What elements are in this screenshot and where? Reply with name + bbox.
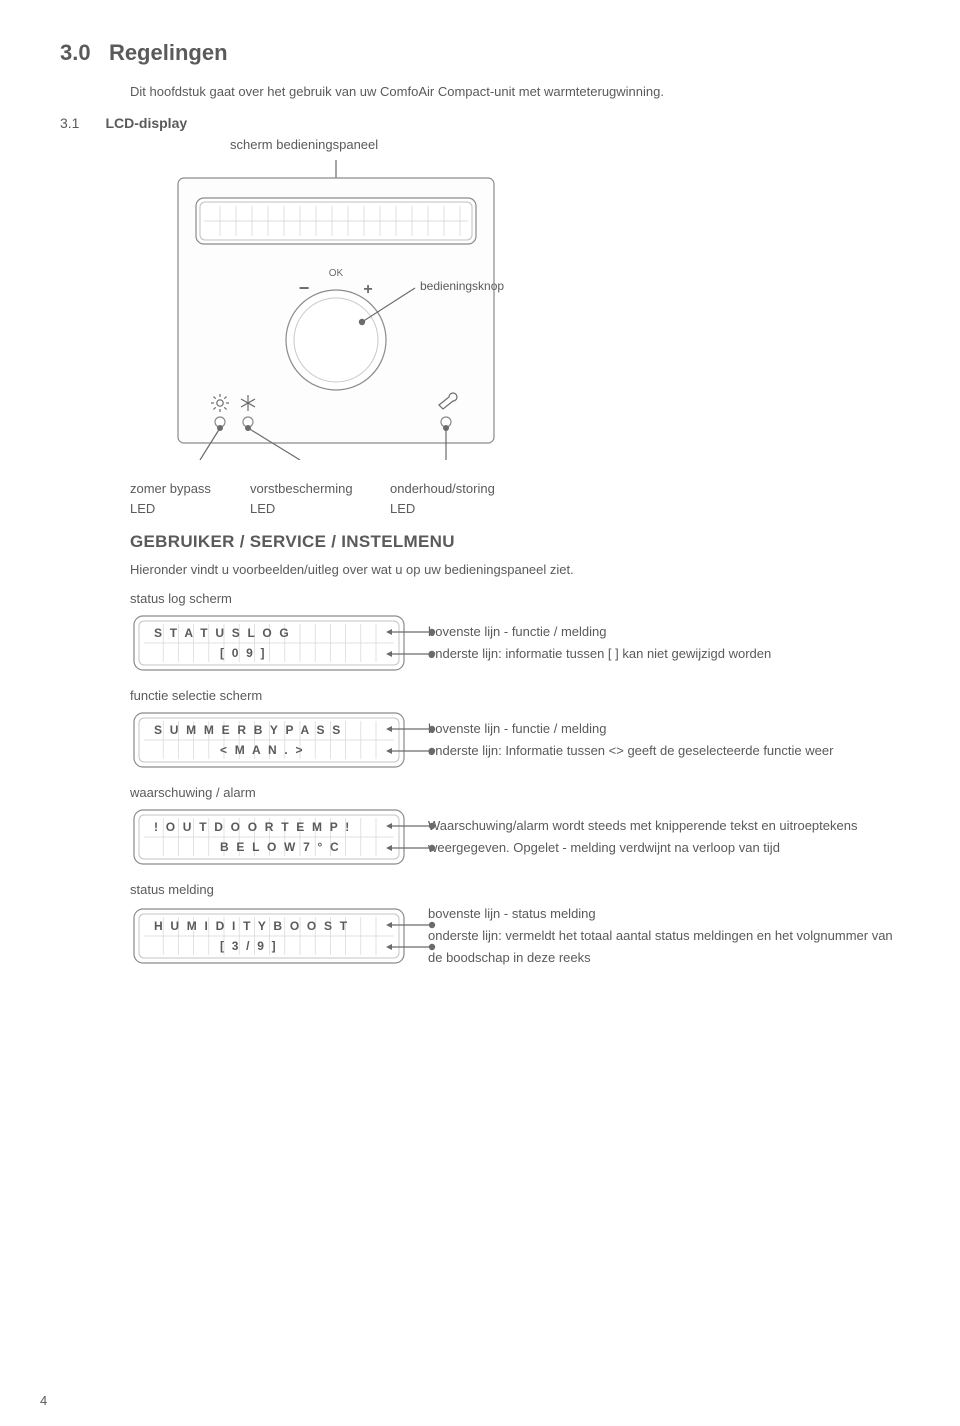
ok-label: OK: [329, 268, 344, 279]
screen-desc: bovenste lijn - status meldingonderste l…: [428, 903, 900, 969]
screen-desc: bovenste lijn - functie / meldingonderst…: [428, 718, 833, 762]
minus-icon: −: [299, 278, 310, 298]
svg-text:[ 0 9 ]: [ 0 9 ]: [220, 646, 267, 660]
screen-row: S U M M E R B Y P A S S < M A N . > bove…: [130, 709, 900, 771]
subheading-num: 3.1: [60, 115, 79, 131]
knob-icon: [286, 290, 386, 390]
screen-label: waarschuwing / alarm: [130, 785, 900, 800]
subheading-caption: scherm bedieningspaneel: [230, 137, 900, 152]
section-title: GEBRUIKER / SERVICE / INSTELMENU: [130, 532, 900, 552]
control-panel-diagram: OK − + bedieningsknop: [130, 160, 900, 465]
svg-text:B E L O W 7 ° C: B E L O W 7 ° C: [220, 840, 341, 854]
lcd-screen: H U M I D I T Y B O O S T [ 3 / 9 ]: [130, 905, 410, 967]
heading-num: 3.0: [60, 40, 91, 65]
heading-title: Regelingen: [109, 40, 228, 65]
screen-row: S T A T U S L O G [ 0 9 ] bovenste lijn …: [130, 612, 900, 674]
screen-row: H U M I D I T Y B O O S T [ 3 / 9 ] bove…: [130, 903, 900, 969]
svg-text:[ 3 / 9 ]: [ 3 / 9 ]: [220, 939, 278, 953]
screen-desc-line1: bovenste lijn - functie / melding: [428, 718, 833, 740]
page-heading: 3.0 Regelingen: [60, 40, 900, 66]
screen-desc-line2: onderste lijn: informatie tussen [ ] kan…: [428, 643, 771, 665]
svg-text:S T A T U S L O G: S T A T U S L O G: [154, 626, 291, 640]
screen-desc-line2: onderste lijn: vermeldt het totaal aanta…: [428, 925, 900, 969]
screen-desc: bovenste lijn - functie / meldingonderst…: [428, 621, 771, 665]
intro-text: Dit hoofdstuk gaat over het gebruik van …: [130, 84, 900, 99]
led-label-frost: vorstbescherming: [250, 479, 390, 499]
screen-desc: Waarschuwing/alarm wordt steeds met knip…: [428, 815, 857, 859]
subheading: 3.1 LCD-display: [60, 115, 900, 131]
screen-label: status melding: [130, 882, 900, 897]
lcd-screen: ! O U T D O O R T E M P ! B E L O W 7 ° …: [130, 806, 410, 868]
svg-text:< M A N . >: < M A N . >: [220, 743, 305, 757]
screen-desc-line1: bovenste lijn - functie / melding: [428, 621, 771, 643]
screen-desc-line2: onderste lijn: Informatie tussen <> geef…: [428, 740, 833, 762]
knob-caption: bedieningsknop: [420, 279, 504, 293]
led-labels-row: zomer bypass LED vorstbescherming LED on…: [130, 479, 900, 518]
svg-text:H U M I D I T Y B O O S T: H U M I D I T Y B O O S T: [154, 919, 349, 933]
screen-desc-line1: Waarschuwing/alarm wordt steeds met knip…: [428, 815, 857, 837]
screen-label: functie selectie scherm: [130, 688, 900, 703]
svg-text:S U M M E R B Y P A S S: S U M M E R B Y P A S S: [154, 723, 342, 737]
screen-label: status log scherm: [130, 591, 900, 606]
led-label-frost-sub: LED: [250, 499, 390, 519]
lcd-screen: S T A T U S L O G [ 0 9 ]: [130, 612, 410, 674]
page-number: 4: [40, 1393, 47, 1408]
subheading-title: LCD-display: [105, 115, 187, 131]
led-label-maint: onderhoud/storing: [390, 479, 900, 499]
screen-row: ! O U T D O O R T E M P ! B E L O W 7 ° …: [130, 806, 900, 868]
screen-desc-line1: bovenste lijn - status melding: [428, 903, 900, 925]
plus-icon: +: [363, 281, 372, 298]
screen-desc-line2: weergegeven. Opgelet - melding verdwijnt…: [428, 837, 857, 859]
lcd-screen: S U M M E R B Y P A S S < M A N . >: [130, 709, 410, 771]
led-label-bypass: zomer bypass: [130, 479, 250, 499]
led-label-maint-sub: LED: [390, 499, 900, 519]
svg-text:! O U T D O O R T E M P: ! O U T D O O R T E M P !: [154, 820, 351, 834]
led-label-bypass-sub: LED: [130, 499, 250, 519]
section-desc: Hieronder vindt u voorbeelden/uitleg ove…: [130, 562, 900, 577]
